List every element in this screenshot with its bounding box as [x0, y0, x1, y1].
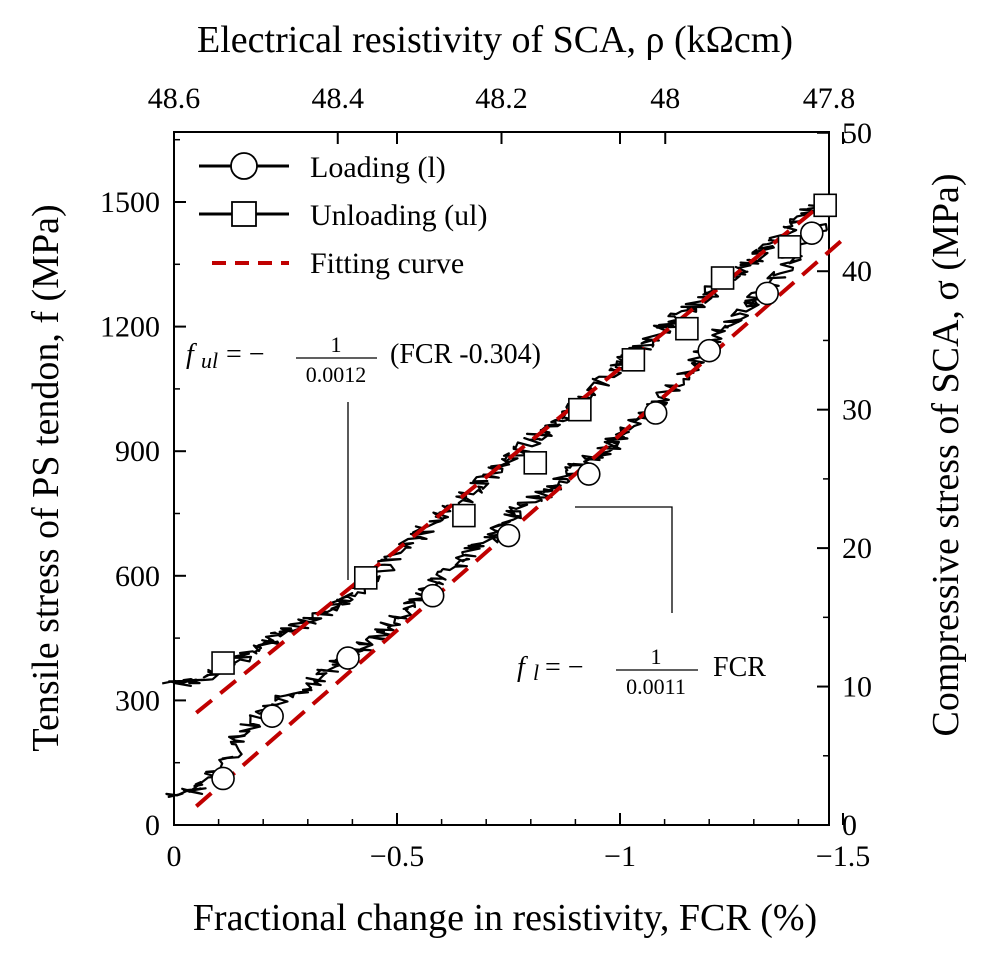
- svg-text:1: 1: [651, 644, 662, 669]
- loading-point: [211, 766, 235, 791]
- top-tick-label: 48.6: [148, 82, 201, 115]
- svg-text:f: f: [517, 652, 528, 683]
- square-marker-icon: [231, 201, 257, 227]
- fitting-curves-layer: [194, 196, 845, 808]
- unloading-point: [710, 266, 735, 290]
- left-tick-label: 0: [145, 809, 160, 842]
- svg-text:f: f: [186, 339, 197, 370]
- legend-item-loading: Loading (l): [199, 151, 446, 184]
- left-tick-label: 1500: [100, 186, 160, 219]
- loading-point: [336, 646, 360, 670]
- svg-text:1: 1: [331, 332, 342, 357]
- loading-point: [260, 704, 284, 728]
- svg-text:l: l: [533, 660, 539, 685]
- l-equation: f l = − 1 0.0011 FCR: [517, 644, 766, 699]
- unloading-point: [621, 348, 646, 372]
- left-tick-label: 1200: [100, 311, 160, 344]
- fitting-curve-line: [195, 196, 831, 715]
- loading-point: [496, 523, 521, 548]
- svg-text:Unloading (ul): Unloading (ul): [310, 199, 487, 232]
- svg-text:= −: = −: [545, 652, 584, 683]
- left-tick-label: 600: [115, 560, 160, 593]
- bottom-tick-label: 0: [167, 840, 182, 873]
- right-tick-label: 10: [842, 671, 872, 704]
- svg-text:FCR: FCR: [713, 652, 766, 683]
- markers-layer: [211, 193, 837, 791]
- legend-item-fitting-curve: Fitting curve: [212, 247, 464, 280]
- svg-text:ul: ul: [201, 348, 218, 373]
- ticks-layer: 0 −0.5 −1 −1.548.6 48.4 48.2 48 47.803006009001…: [100, 82, 872, 873]
- raw-data-layer: [161, 202, 829, 798]
- top-tick-label: 47.8: [803, 82, 856, 115]
- unloading-point: [452, 503, 476, 528]
- top-tick-label: 48.4: [312, 82, 365, 115]
- right-tick-label: 30: [842, 394, 872, 427]
- ul-equation: f ul = − 1 0.0012 (FCR -0.304): [186, 332, 541, 387]
- right-axis-title: Compressive stress of SCA, σ (MPa): [925, 173, 967, 736]
- l-annotation-leader: [575, 506, 673, 613]
- bottom-tick-label: −1.5: [816, 840, 870, 873]
- unloading-point: [777, 235, 802, 259]
- loading-point: [643, 401, 668, 425]
- svg-text:Loading (l): Loading (l): [310, 151, 446, 184]
- unloading-point: [523, 451, 548, 475]
- right-tick-label: 0: [842, 809, 857, 842]
- svg-text:= −: = −: [226, 339, 265, 370]
- unloading-point: [675, 316, 699, 341]
- loading-point: [420, 583, 445, 608]
- svg-text:Fitting curve: Fitting curve: [310, 247, 464, 280]
- unloading-point: [211, 651, 235, 675]
- unloading-point: [813, 193, 837, 218]
- svg-text:0.0011: 0.0011: [626, 674, 686, 699]
- fitting-curve-line: [194, 237, 845, 808]
- circle-marker-icon: [230, 152, 258, 180]
- loading-point: [697, 338, 722, 363]
- loading-point: [576, 462, 601, 486]
- loading-point: [755, 281, 779, 306]
- left-tick-label: 900: [115, 435, 160, 468]
- right-tick-label: 50: [842, 117, 872, 150]
- legend: Loading (l) Unloading (ul) Fitting curve: [199, 151, 487, 280]
- top-axis-title: Electrical resistivity of SCA, ρ (kΩcm): [197, 19, 793, 61]
- top-tick-label: 48.2: [475, 82, 528, 115]
- unloading-point: [568, 397, 592, 422]
- unloading-point: [353, 566, 378, 590]
- svg-text:0.0012: 0.0012: [306, 362, 367, 387]
- legend-item-unloading: Unloading (ul): [199, 199, 487, 232]
- bottom-tick-label: −0.5: [370, 840, 424, 873]
- right-tick-label: 40: [842, 255, 872, 288]
- loading-point: [799, 221, 824, 245]
- left-axis-title: Tensile stress of PS tendon, f (MPa): [25, 204, 67, 751]
- bottom-tick-label: −1: [604, 840, 636, 873]
- left-tick-label: 300: [115, 684, 160, 717]
- svg-text:(FCR -0.304): (FCR -0.304): [390, 339, 541, 370]
- right-tick-label: 20: [842, 532, 872, 565]
- top-tick-label: 48: [650, 82, 680, 115]
- bottom-axis-title: Fractional change in resistivity, FCR (%…: [193, 897, 817, 939]
